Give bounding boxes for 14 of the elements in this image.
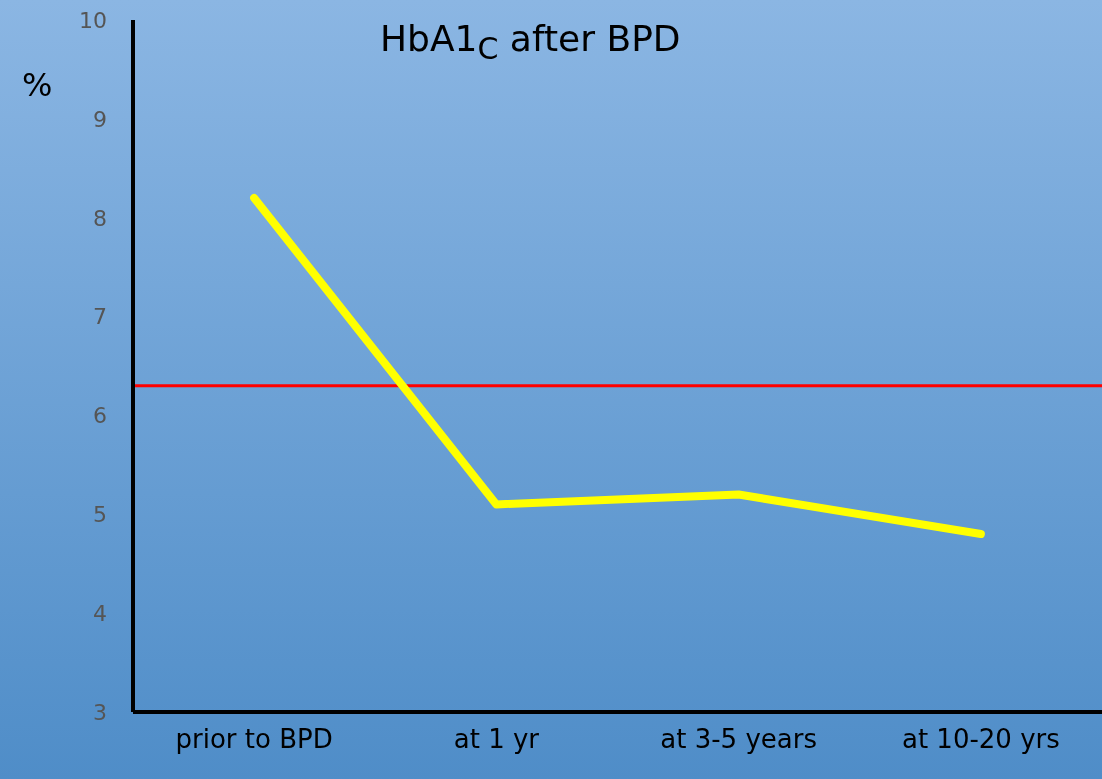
x-tick-label: prior to BPD <box>175 724 333 755</box>
y-tick-label: 9 <box>93 106 107 132</box>
y-tick-label: 3 <box>93 699 107 725</box>
x-tick-label: at 3-5 years <box>660 724 817 755</box>
y-tick-label: 8 <box>93 205 107 231</box>
y-tick-label: 7 <box>93 304 107 330</box>
y-tick-label: 10 <box>79 7 107 33</box>
y-tick-label: 4 <box>93 600 107 626</box>
x-tick-label: at 10-20 yrs <box>901 724 1060 755</box>
chart-title: HbA1$_{C}$ after BPD <box>380 18 681 67</box>
x-tick-label: at 1 yr <box>453 724 540 755</box>
y-tick-label: 5 <box>93 502 107 528</box>
y-tick-label: 6 <box>93 403 107 429</box>
y-axis-title: % <box>22 66 53 104</box>
